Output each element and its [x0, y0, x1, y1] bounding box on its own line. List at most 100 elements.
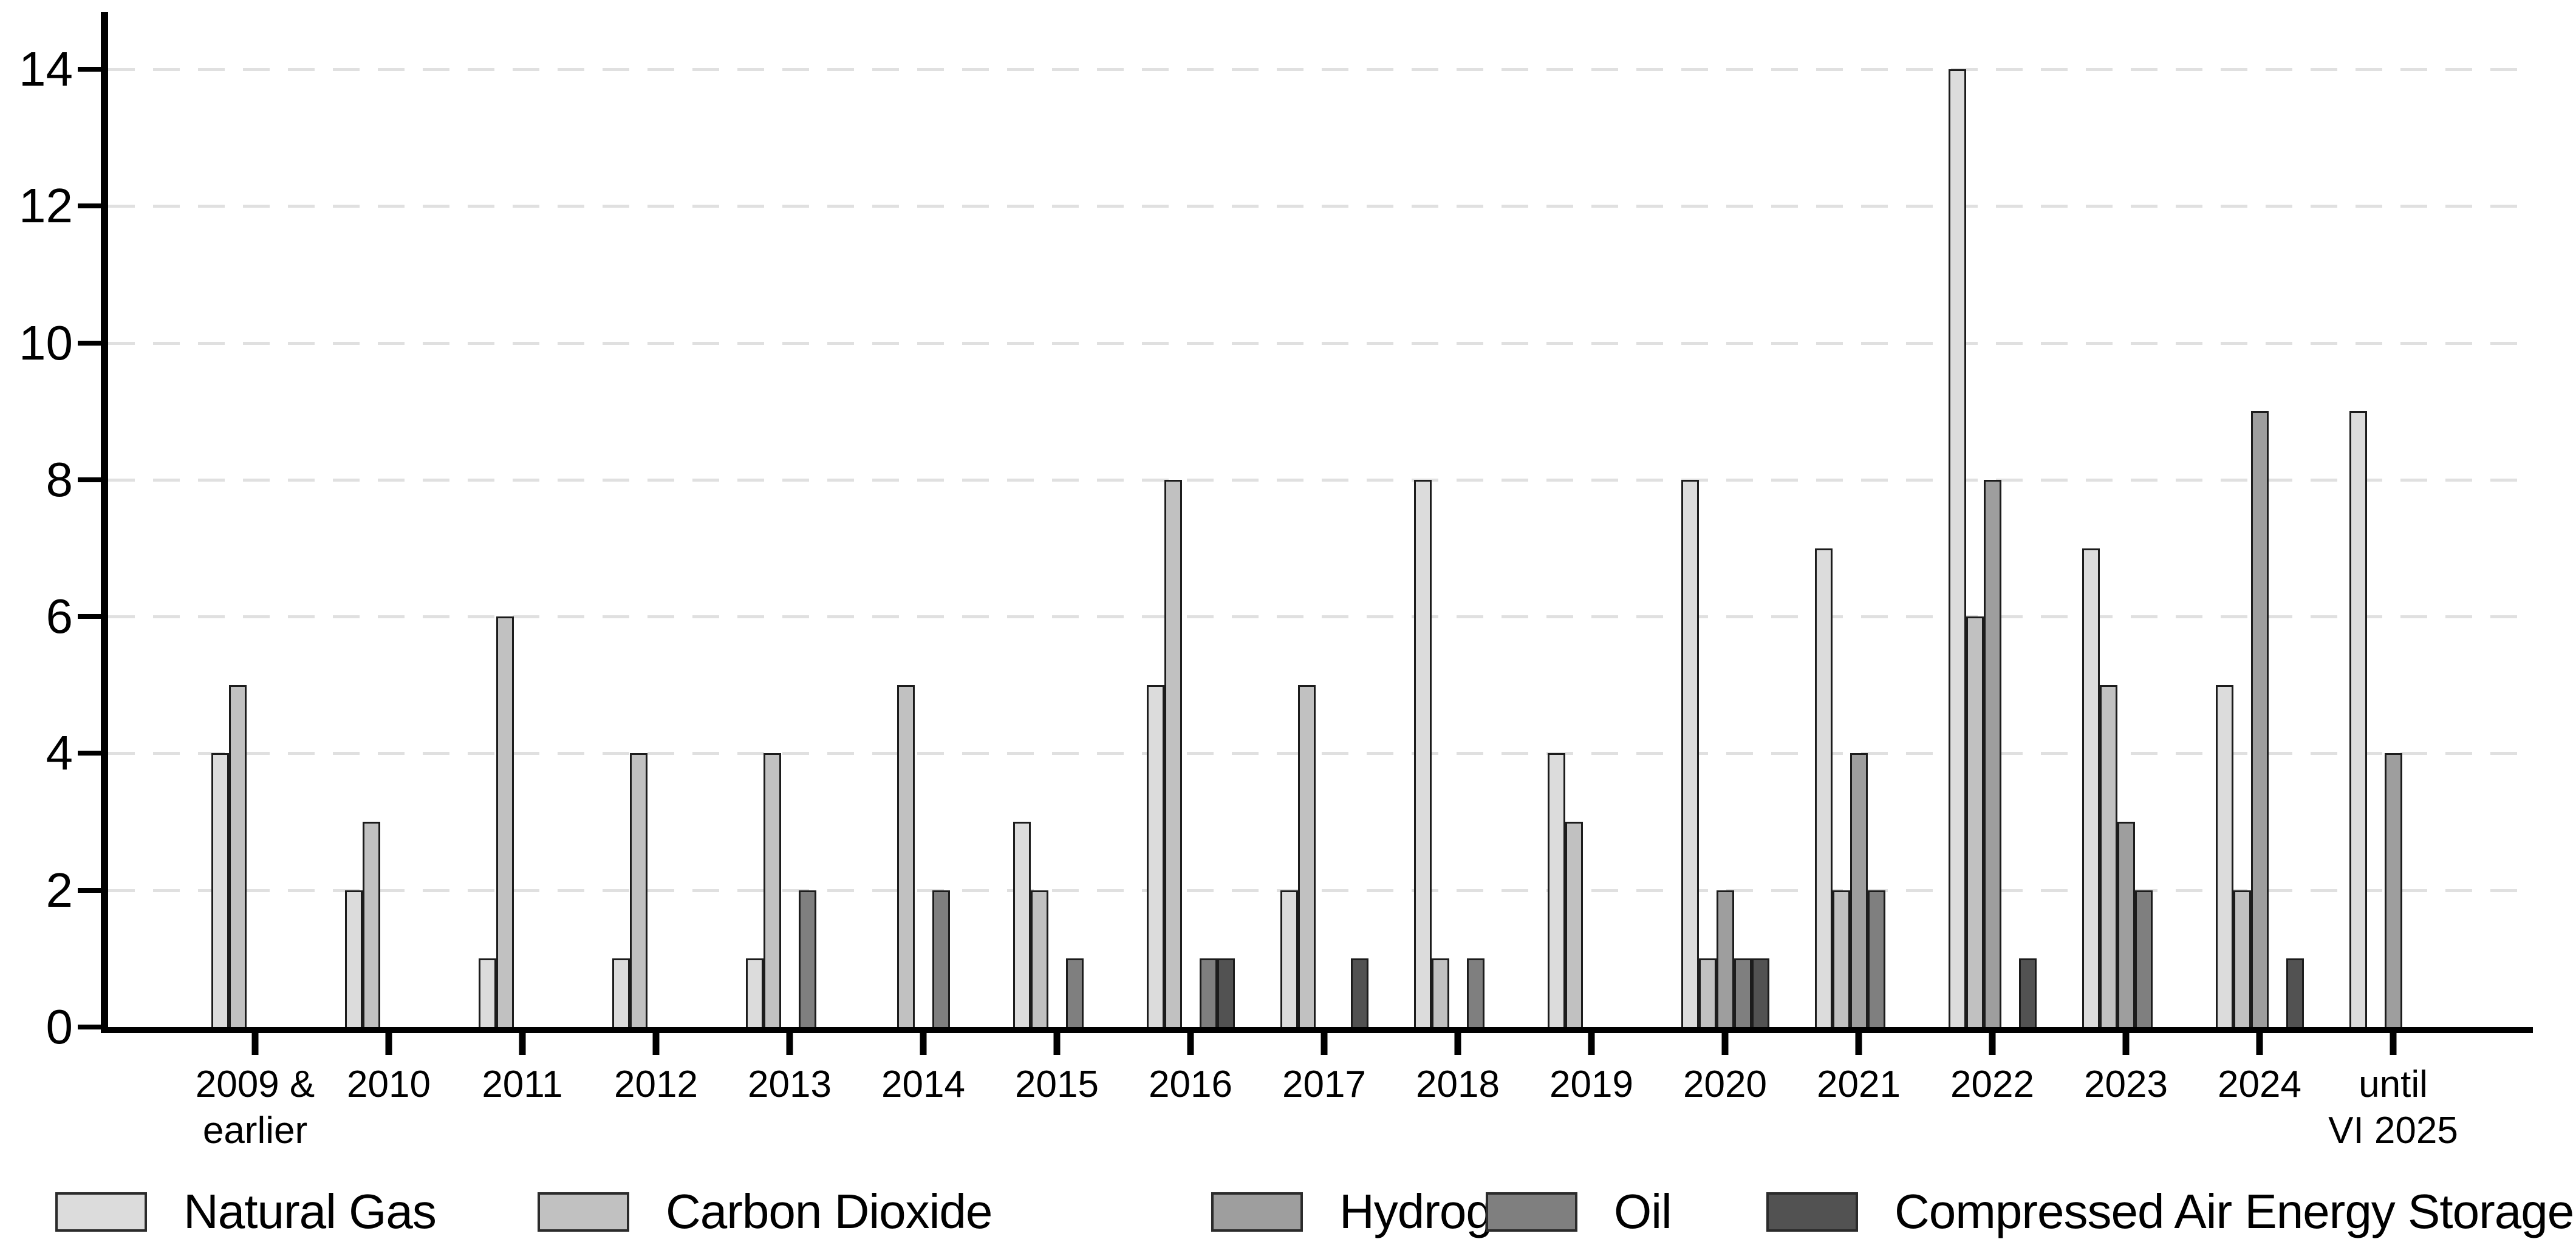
bar-carbon-dioxide-0	[228, 684, 247, 1027]
gridline-8	[108, 478, 2533, 482]
bar-carbon-dioxide-2	[496, 616, 514, 1027]
legend-swatch-compressed-air-energy-storage	[1766, 1192, 1858, 1232]
legend-item-natural-gas: Natural Gas	[55, 1178, 437, 1245]
bar-oil-4	[798, 890, 816, 1027]
bar-compressed-air-energy-storage-7	[1217, 958, 1235, 1027]
legend-swatch-carbon-dioxide	[538, 1192, 629, 1232]
bar-natural-gas-12	[1814, 548, 1833, 1027]
y-tick-label-0: 0	[46, 1000, 73, 1054]
x-tick-1	[385, 1033, 392, 1055]
legend-swatch-oil	[1486, 1192, 1577, 1232]
y-tick-4	[78, 751, 101, 756]
y-tick-0	[78, 1025, 101, 1029]
y-tick-6	[78, 614, 101, 619]
x-tick-11	[1721, 1033, 1729, 1055]
y-tick-label-8: 8	[46, 452, 73, 507]
gridline-2	[108, 889, 2533, 892]
x-tick-2	[519, 1033, 526, 1055]
legend-swatch-natural-gas	[55, 1192, 147, 1232]
x-label-15: 2024	[2218, 1063, 2301, 1105]
legend-item-carbon-dioxide: Carbon Dioxide	[538, 1178, 992, 1245]
x-label-13: 2022	[1950, 1063, 2034, 1105]
y-tick-label-14: 14	[19, 42, 73, 97]
bar-hydrogen-15	[2250, 411, 2269, 1027]
bar-natural-gas-8	[1280, 890, 1298, 1027]
bar-carbon-dioxide-12	[1832, 890, 1850, 1027]
gridline-4	[108, 752, 2533, 756]
x-tick-0	[251, 1033, 259, 1055]
bar-oil-5	[932, 890, 950, 1027]
bar-natural-gas-16	[2349, 411, 2367, 1027]
bar-compressed-air-energy-storage-13	[2018, 958, 2037, 1027]
bar-natural-gas-9	[1413, 479, 1432, 1027]
y-tick-label-4: 4	[46, 726, 73, 780]
bar-natural-gas-14	[2082, 548, 2100, 1027]
bar-hydrogen-12	[1850, 753, 1868, 1027]
x-label-6: 2015	[1015, 1063, 1099, 1105]
x-label-7: 2016	[1149, 1063, 1232, 1105]
x-label-0: 2009 & earlier	[195, 1063, 315, 1152]
gridline-12	[108, 205, 2533, 208]
bar-oil-11	[1734, 958, 1752, 1027]
x-label-1: 2010	[347, 1063, 431, 1105]
y-tick-label-12: 12	[19, 179, 73, 233]
y-tick-2	[78, 887, 101, 893]
legend-swatch-hydrogen	[1211, 1192, 1303, 1232]
bar-natural-gas-10	[1547, 753, 1565, 1027]
bar-natural-gas-2	[478, 958, 496, 1027]
bar-natural-gas-0	[211, 753, 229, 1027]
x-axis-line	[101, 1027, 2533, 1033]
x-tick-8	[1320, 1033, 1328, 1055]
y-tick-8	[78, 477, 101, 482]
bar-hydrogen-16	[2384, 753, 2402, 1027]
bar-carbon-dioxide-10	[1565, 822, 1583, 1027]
bar-oil-6	[1065, 958, 1084, 1027]
bar-natural-gas-7	[1146, 684, 1164, 1027]
legend-label-natural-gas: Natural Gas	[183, 1184, 437, 1238]
bar-compressed-air-energy-storage-8	[1350, 958, 1368, 1027]
legend-item-compressed-air-energy-storage: Compressed Air Energy Storage	[1766, 1178, 2574, 1245]
bar-carbon-dioxide-6	[1030, 890, 1048, 1027]
legend-label-oil: Oil	[1614, 1184, 1672, 1238]
x-label-5: 2014	[881, 1063, 965, 1105]
x-tick-12	[1855, 1033, 1862, 1055]
x-tick-10	[1588, 1033, 1595, 1055]
gridline-10	[108, 341, 2533, 345]
x-tick-6	[1053, 1033, 1061, 1055]
x-label-14: 2023	[2084, 1063, 2168, 1105]
x-tick-15	[2256, 1033, 2263, 1055]
bar-oil-12	[1867, 890, 1885, 1027]
bar-carbon-dioxide-7	[1164, 479, 1182, 1027]
y-tick-14	[78, 67, 101, 72]
bar-hydrogen-13	[1983, 479, 2001, 1027]
y-tick-10	[78, 340, 101, 346]
x-tick-4	[786, 1033, 793, 1055]
x-tick-14	[2122, 1033, 2130, 1055]
bar-carbon-dioxide-15	[2233, 890, 2251, 1027]
bar-oil-9	[1466, 958, 1484, 1027]
legend-label-compressed-air-energy-storage: Compressed Air Energy Storage	[1894, 1184, 2574, 1238]
bar-hydrogen-11	[1716, 890, 1734, 1027]
x-tick-13	[1989, 1033, 1996, 1055]
x-label-16: until VI 2025	[2328, 1063, 2458, 1152]
x-label-12: 2021	[1817, 1063, 1901, 1105]
bar-carbon-dioxide-8	[1297, 684, 1316, 1027]
bar-carbon-dioxide-11	[1698, 958, 1717, 1027]
x-tick-3	[652, 1033, 660, 1055]
legend: Natural Gas Carbon Dioxide Hydrogen Oil Comp…	[0, 1178, 2576, 1256]
legend-item-oil: Oil	[1486, 1178, 1672, 1245]
y-tick-label-6: 6	[46, 589, 73, 644]
gridline-14	[108, 68, 2533, 72]
bar-carbon-dioxide-3	[629, 753, 647, 1027]
bar-natural-gas-1	[344, 890, 363, 1027]
gridline-6	[108, 615, 2533, 619]
y-tick-12	[78, 203, 101, 209]
x-label-9: 2018	[1416, 1063, 1500, 1105]
bar-compressed-air-energy-storage-11	[1751, 958, 1769, 1027]
y-axis-line	[101, 12, 108, 1033]
bar-natural-gas-15	[2215, 684, 2233, 1027]
x-label-2: 2011	[482, 1063, 563, 1105]
y-tick-label-2: 2	[46, 862, 73, 917]
bar-hydrogen-14	[2117, 822, 2135, 1027]
